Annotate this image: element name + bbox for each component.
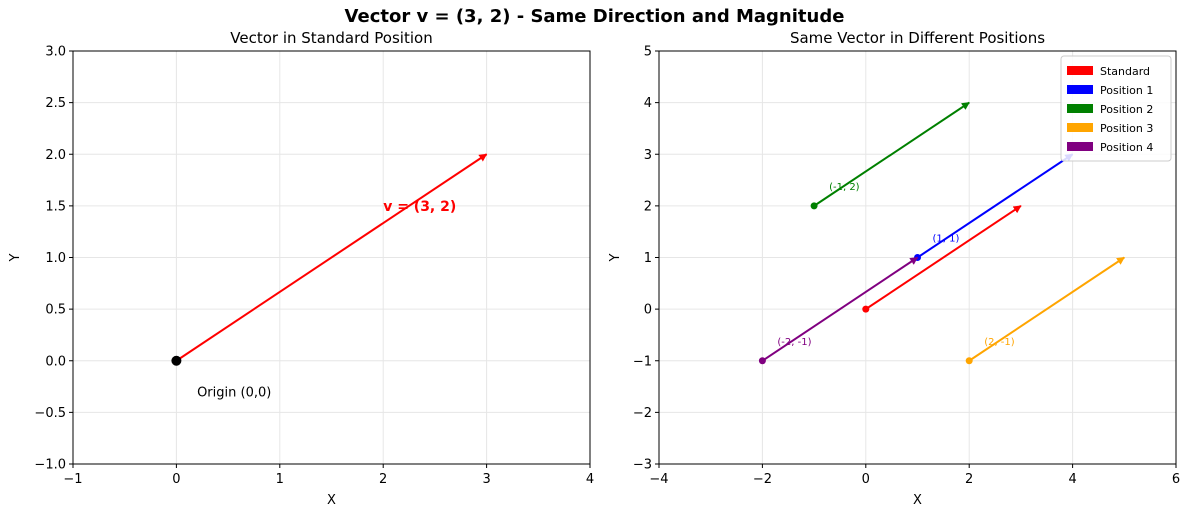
left-annotation-v-3-2: v = (3, 2) [383,199,456,215]
left-chart-title: Vector in Standard Position [230,29,432,47]
right-vector-arrow-position-2 [813,101,970,207]
left-y-tick-label: 2.5 [45,96,66,111]
vector-start-label-position-4: (-2, -1) [777,337,811,348]
left-x-tick-label: −1 [63,472,82,487]
vector-start-point-position-2 [810,202,818,210]
left-y-tick-label: 3.0 [45,45,66,60]
right-x-tick-label: 6 [1172,472,1180,487]
legend-box [1060,55,1172,162]
left-vector-arrow [175,153,488,362]
left-y-tick-label: 2.0 [45,148,66,163]
right-x-tick-label: −2 [753,472,772,487]
vector-start-label-position-2: (-1, 2) [829,182,860,193]
right-x-tick-label: 2 [965,472,973,487]
right-vector-arrow-position-1 [916,153,1074,259]
legend-swatch-position-1 [1067,85,1093,94]
vector-start-point-position-3 [965,357,973,365]
vector-start-point-standard [862,305,870,313]
legend-label-position-1: Position 1 [1100,84,1153,97]
right-x-tick-label: 0 [862,472,870,487]
right-y-tick-label: 2 [644,199,652,214]
right-y-tick-label: −1 [633,354,652,369]
left-y-tick-label: 0.0 [45,354,66,369]
legend-swatch-position-2 [1067,104,1093,113]
left-chart-panel: Vector in Standard Position X Y −1 0 1 2 3 4 −… [8,29,594,508]
right-chart-title: Same Vector in Different Positions [790,29,1045,47]
right-y-tick-label: 0 [644,303,652,318]
left-axes-frame [72,50,591,465]
left-point-marker [171,355,182,366]
left-y-axis-label: Y [8,253,23,262]
right-x-tick-label: −4 [649,472,668,487]
left-x-tick-label: 3 [482,472,490,487]
right-vector-arrow-position-3 [968,256,1125,362]
vector-start-label-position-1: (1, 1) [933,234,960,245]
left-x-tick-label: 0 [172,472,180,487]
left-y-tick-label: 1.5 [45,199,66,214]
left-y-tick-label: −0.5 [34,406,66,421]
right-x-tick-label: 4 [1068,472,1076,487]
right-y-tick-label: 5 [644,45,652,60]
figure-title: Vector v = (3, 2) - Same Direction and M… [344,6,845,27]
right-vector-arrow-standard [865,205,1022,310]
legend-swatch-position-3 [1067,123,1093,132]
left-y-tick-label: 0.5 [45,303,66,318]
right-y-tick-label: 4 [644,96,652,111]
legend-label-position-3: Position 3 [1100,122,1153,135]
right-axes-frame [658,50,1177,465]
right-y-tick-label: 1 [644,251,652,266]
left-x-tick-label: 4 [586,472,594,487]
chart-legend: Standard Position 1 Position 2 Position 3 Po… [1060,55,1172,162]
left-x-axis-label: X [327,493,336,508]
right-y-tick-label: −2 [633,406,652,421]
vector-start-point-position-4 [758,357,766,365]
left-annotation-origin-0-0: Origin (0,0) [197,385,271,400]
right-vector-arrow-position-4 [761,256,919,362]
legend-label-standard: Standard [1100,65,1150,78]
right-x-axis-label: X [913,493,922,508]
left-y-tick-label: 1.0 [45,251,66,266]
left-y-tick-label: −1.0 [34,458,66,473]
legend-label-position-4: Position 4 [1100,141,1153,154]
left-x-tick-label: 1 [276,472,284,487]
legend-swatch-standard [1067,66,1093,75]
right-y-tick-label: 3 [644,148,652,163]
right-y-axis-label: Y [608,253,623,262]
legend-swatch-position-4 [1067,142,1093,151]
left-x-tick-label: 2 [379,472,387,487]
legend-label-position-2: Position 2 [1100,103,1153,116]
right-y-tick-label: −3 [633,458,652,473]
right-chart-panel: Same Vector in Different Positions X Y −… [608,29,1180,508]
vector-start-label-position-3: (2, -1) [984,337,1015,348]
